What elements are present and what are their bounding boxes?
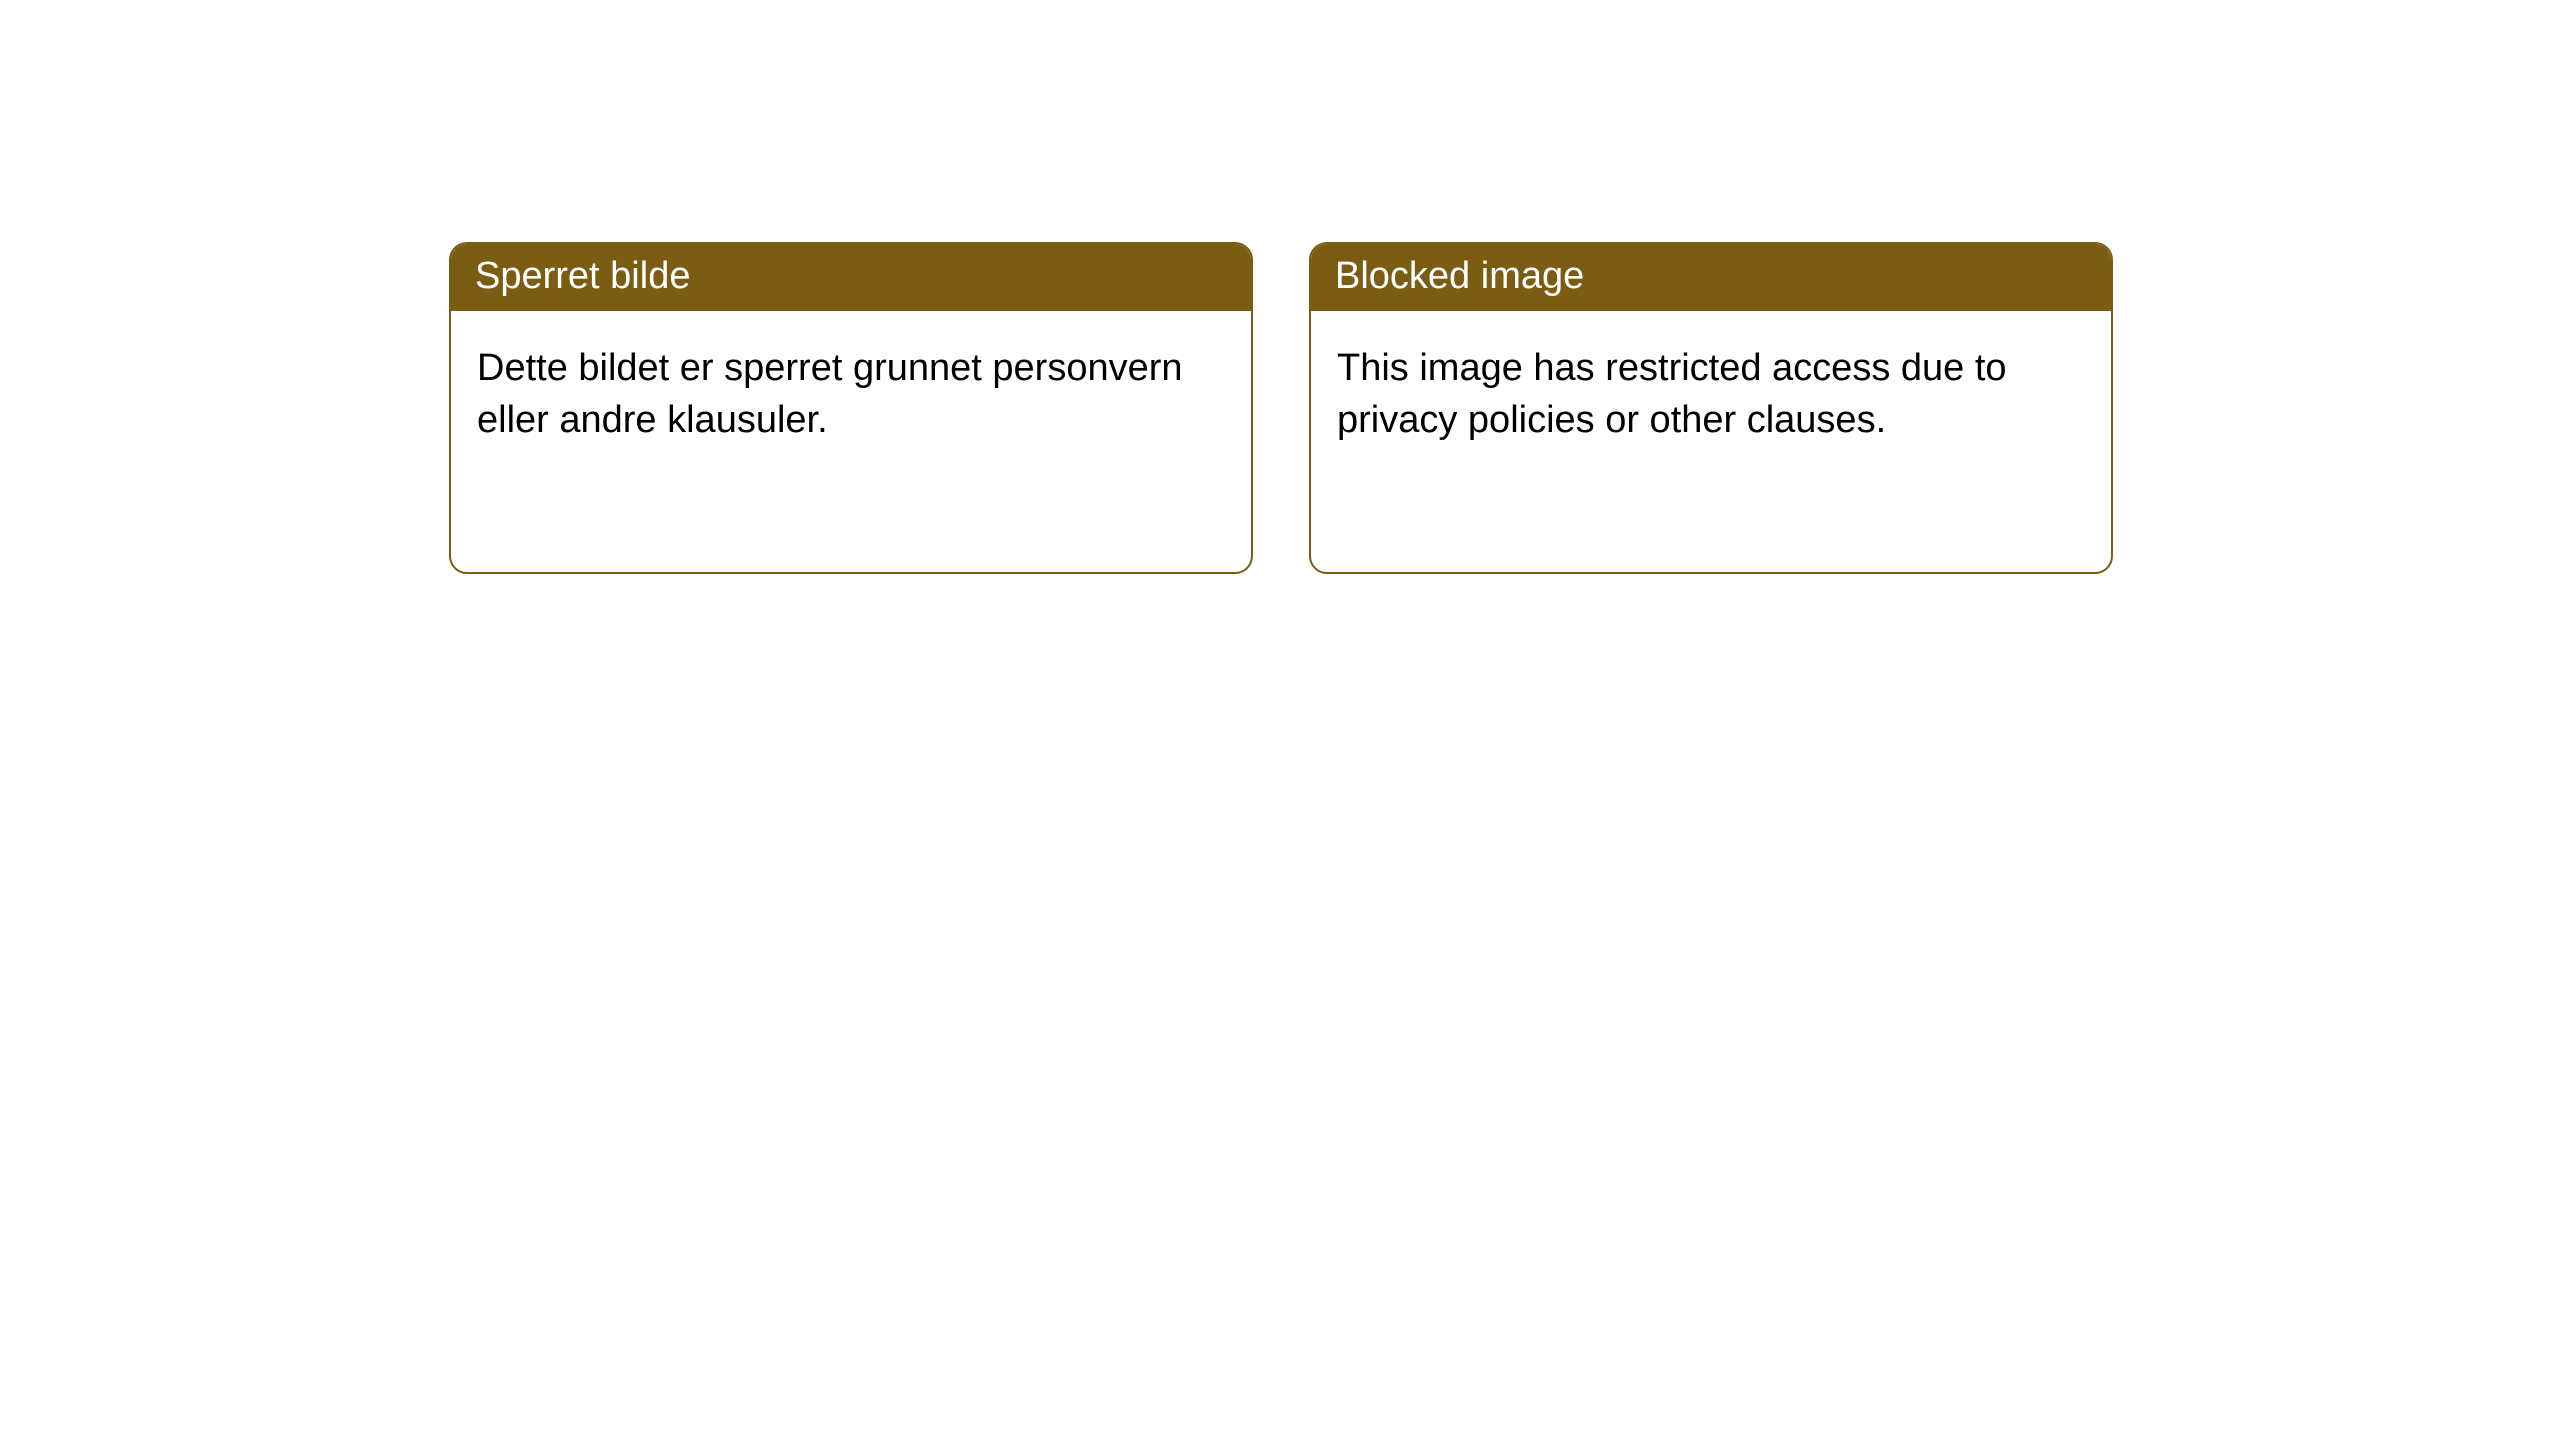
card-header: Blocked image <box>1311 244 2111 311</box>
card-message: This image has restricted access due to … <box>1337 347 2007 440</box>
card-title: Blocked image <box>1335 255 1584 297</box>
notice-container: Sperret bilde Dette bildet er sperret gr… <box>0 0 2560 574</box>
card-body: This image has restricted access due to … <box>1311 311 2111 478</box>
card-header: Sperret bilde <box>451 244 1251 311</box>
notice-card-norwegian: Sperret bilde Dette bildet er sperret gr… <box>449 242 1253 574</box>
card-message: Dette bildet er sperret grunnet personve… <box>477 347 1183 440</box>
card-body: Dette bildet er sperret grunnet personve… <box>451 311 1251 478</box>
notice-card-english: Blocked image This image has restricted … <box>1309 242 2113 574</box>
card-title: Sperret bilde <box>475 255 690 297</box>
